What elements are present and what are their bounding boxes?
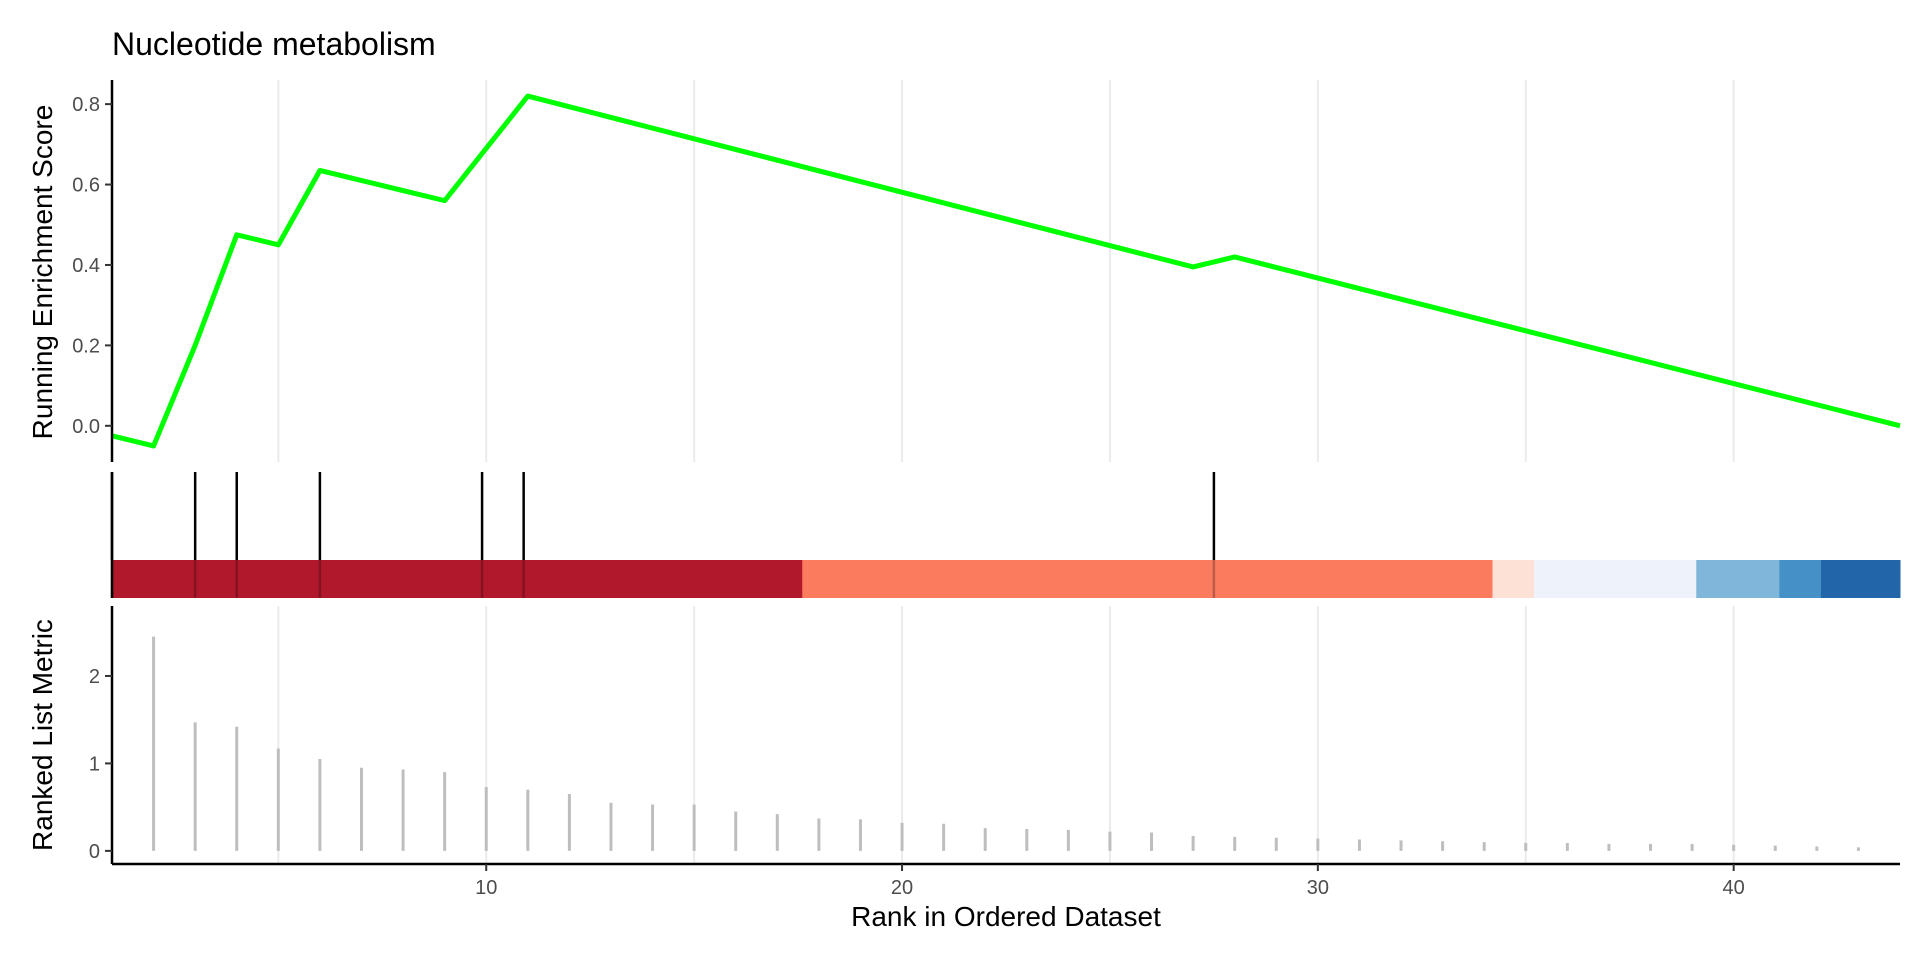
bottom-y-axis-title: Ranked List Metric: [27, 619, 58, 851]
y-tick-label: 0.2: [72, 335, 100, 357]
color-bar-segment: [1534, 560, 1697, 598]
color-bar-segment: [802, 560, 1494, 598]
y-tick-label: 0: [89, 841, 100, 863]
color-bar-segment: [112, 560, 803, 598]
x-tick-label: 20: [891, 877, 913, 899]
color-bar-segment: [1492, 560, 1535, 598]
y-tick-label: 0.6: [72, 175, 100, 197]
y-tick-label: 0.8: [72, 94, 100, 116]
color-bar-segment: [1820, 560, 1901, 598]
bottom-panel-gridlines: [277, 606, 1735, 864]
y-tick-label: 0.0: [72, 416, 100, 438]
ranked-metric-bars: [152, 636, 1860, 851]
x-axis-title: Rank in Ordered Dataset: [851, 901, 1161, 932]
color-bar-segment: [1779, 560, 1822, 598]
top-y-ticks: 0.0 0.2 0.4 0.6 0.8: [72, 94, 112, 438]
chart-title: Nucleotide metabolism: [112, 26, 436, 62]
running-enrichment-score-line: [111, 93, 1901, 449]
x-tick-label: 10: [475, 877, 497, 899]
x-tick-label: 40: [1723, 877, 1745, 899]
x-tick-label: 30: [1307, 877, 1329, 899]
x-ticks: 10 20 30 40: [475, 864, 1745, 899]
top-y-axis-title: Running Enrichment Score: [27, 105, 58, 440]
color-bar-segment: [1696, 560, 1780, 598]
bottom-y-ticks: 0 1 2: [89, 666, 112, 863]
y-tick-label: 2: [89, 666, 100, 688]
y-tick-label: 1: [89, 753, 100, 775]
y-tick-label: 0.4: [72, 255, 100, 277]
rank-color-bar: [112, 560, 1901, 598]
top-panel-gridlines: [277, 80, 1735, 462]
